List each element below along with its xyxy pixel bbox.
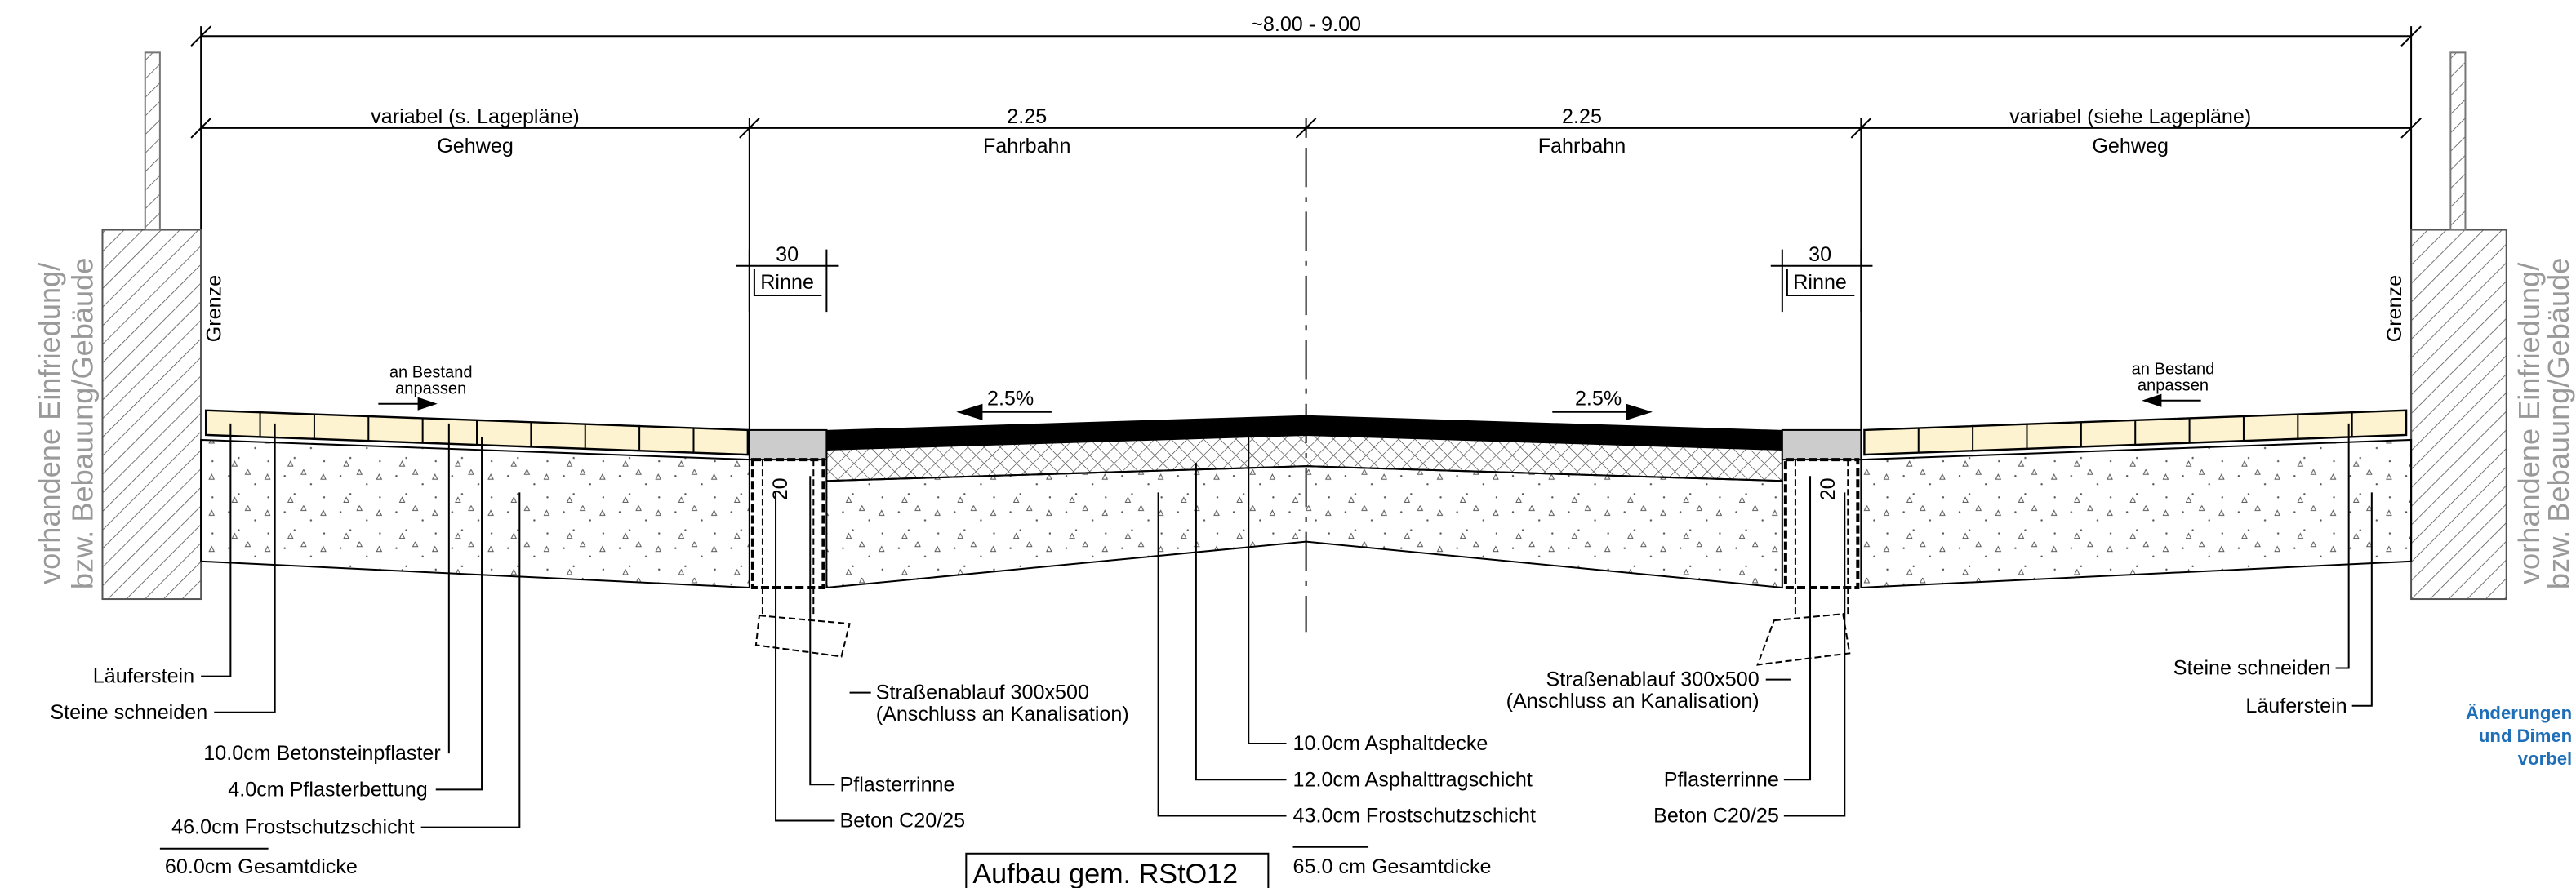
note: und Dimen <box>2479 726 2572 746</box>
label: Beton C20/25 <box>839 810 965 832</box>
slope: 2.5% <box>987 388 1034 411</box>
label: Steine schneiden <box>2173 657 2331 680</box>
gutter-name: Rinne <box>760 271 814 294</box>
dimension: 30 <box>1809 243 1831 266</box>
label: Steine schneiden <box>50 701 207 724</box>
label: an Bestand <box>2132 361 2215 379</box>
existing: vorhandene Einfriedung/ <box>2512 262 2546 584</box>
dimension: 2.25 <box>1007 105 1047 128</box>
dimension: 2.25 <box>1562 105 1602 128</box>
label: 60.0cm Gesamtdicke <box>165 855 358 878</box>
existing: bzw. Bebauung/Gebäude <box>2542 258 2575 589</box>
standard: Aufbau gem. RStO12 <box>972 859 1238 888</box>
boundary: Grenze <box>2383 275 2406 342</box>
dimension: variabel (s. Lagepläne) <box>371 105 580 128</box>
gutter-name: Rinne <box>1793 271 1847 294</box>
existing: bzw. Bebauung/Gebäude <box>65 258 99 589</box>
label: 43.0cm Frostschutzschicht <box>1293 805 1536 828</box>
label: Läuferstein <box>93 665 194 688</box>
boundary: Grenze <box>202 275 225 342</box>
dimension: 30 <box>776 243 799 266</box>
label: Beton C20/25 <box>1653 805 1779 828</box>
label: Pflasterrinne <box>1664 768 1779 791</box>
label: (Anschluss an Kanalisation) <box>876 703 1129 726</box>
dimension: 20 <box>1817 477 1840 500</box>
section-name: Gehweg <box>437 135 514 158</box>
slope: 2.5% <box>1575 388 1622 411</box>
label: anpassen <box>2138 377 2209 395</box>
note: vorbel <box>2518 748 2572 769</box>
label: an Bestand <box>389 364 473 382</box>
geometry <box>101 25 2507 888</box>
existing: vorhandene Einfriedung/ <box>33 262 66 584</box>
label: 65.0 cm Gesamtdicke <box>1293 855 1492 878</box>
dimension: 20 <box>769 477 792 500</box>
label: Läuferstein <box>2245 695 2347 717</box>
section-name: Fahrbahn <box>983 135 1071 158</box>
label: Straßenablauf 300x500 <box>1546 668 1759 691</box>
label: 46.0cm Frostschutzschicht <box>171 816 414 839</box>
label: anpassen <box>395 380 466 398</box>
label: 10.0cm Betonsteinpflaster <box>203 742 441 765</box>
label: 12.0cm Asphalttragschicht <box>1293 768 1533 791</box>
label: Pflasterrinne <box>839 773 954 796</box>
label: 4.0cm Pflasterbettung <box>228 778 427 801</box>
section-name: Gehweg <box>2092 135 2169 158</box>
label: 10.0cm Asphaltdecke <box>1293 732 1488 755</box>
section-name: Fahrbahn <box>1538 135 1626 158</box>
note: Änderungen <box>2466 703 2572 723</box>
label: Straßenablauf 300x500 <box>876 682 1089 704</box>
label: (Anschluss an Kanalisation) <box>1506 690 1760 713</box>
dimension: ~8.00 - 9.00 <box>1251 13 1361 36</box>
dimension: variabel (siehe Lagepläne) <box>2009 105 2251 128</box>
